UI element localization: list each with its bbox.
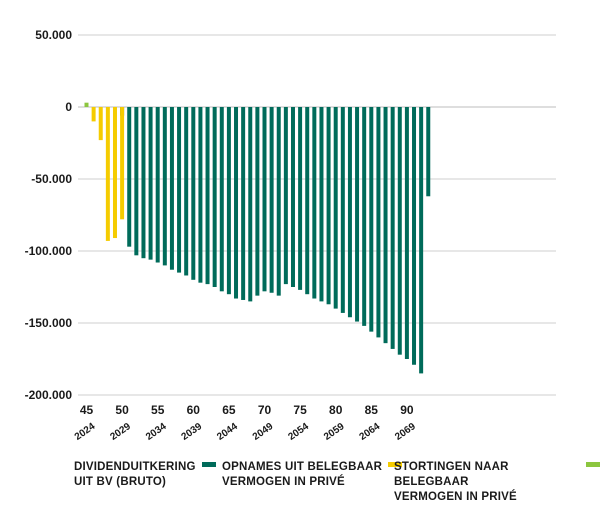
bar-dividend [298,107,303,290]
bar-dividend [376,107,381,338]
bar-dividend [226,107,231,295]
bar-dividend [191,107,196,280]
bar-dividend [155,107,160,263]
bar-dividend [312,107,317,299]
bar-dividend [326,107,331,305]
y-axis: 50.000 0 -50.000 -100.000 -150.000 -200.000 [25,28,73,402]
bar-dividend [340,107,345,313]
bar-dividend [262,107,267,292]
year-label: 2069 [393,421,418,443]
x-axis: 45 50 55 60 65 70 75 80 85 90 2024 2029 2034 2039 2044… [73,403,418,443]
bar-dividend [248,107,253,302]
legend-label-dividend: DIVIDENDUITKERING UIT BV (BRUTO) [74,461,196,488]
bar-dividend [397,107,402,355]
bar-dividend [255,107,260,296]
year-label: 2039 [180,421,205,443]
y-tick-label: -200.000 [25,388,73,402]
x-tick-label: 50 [115,403,129,417]
bar-opnames [98,107,103,141]
bar-dividend [404,107,409,359]
legend-swatch-dividend [201,462,216,467]
bar-opnames [91,107,96,122]
bar-dividend [412,107,417,365]
x-tick-label: 65 [222,403,236,417]
bar-dividend [369,107,374,332]
x-tick-label: 90 [400,403,414,417]
bar-dividend [219,107,224,292]
bar-dividend [276,107,281,296]
bar-dividend [177,107,182,273]
year-label: 2049 [251,421,276,443]
year-label: 2044 [215,421,240,443]
year-label: 2024 [73,421,98,443]
x-tick-label: 75 [293,403,307,417]
bar-opnames [120,107,125,220]
year-label: 2029 [108,421,133,443]
x-tick-label: 80 [329,403,343,417]
bar-dividend [305,107,310,295]
year-label: 2059 [322,421,347,443]
bar-dividend [198,107,203,283]
bar-dividend [212,107,217,287]
bar-opnames [105,107,110,241]
year-label: 2064 [358,421,383,443]
bar-dividend [205,107,210,285]
x-tick-label: 55 [151,403,165,417]
legend-item-opnames: OPNAMES UIT BELEGBAAR VERMOGEN IN PRIVÉ [222,460,403,490]
y-tick-label: 50.000 [35,28,72,42]
y-tick-label: -150.000 [25,316,73,330]
bar-dividend [333,107,338,309]
bar-dividend [162,107,167,266]
x-tick-label: 85 [365,403,379,417]
bar-dividend [347,107,352,318]
bar-stortingen [84,102,89,107]
legend-label-stortingen: STORTINGEN NAAR BELEGBAAR VERMOGEN IN PR… [394,461,517,503]
y-tick-label: -50.000 [31,172,72,186]
x-tick-label: 60 [187,403,201,417]
bar-dividend [234,107,239,299]
bar-dividend [319,107,324,302]
bar-dividend [426,107,431,197]
bar-dividend [127,107,132,247]
bar-dividend [355,107,360,322]
bar-dividend [134,107,139,256]
legend-item-stortingen: STORTINGEN NAAR BELEGBAAR VERMOGEN IN PR… [394,460,600,505]
y-tick-label: 0 [65,100,72,114]
bar-dividend [283,107,288,285]
bar-dividend [241,107,246,300]
year-label: 2054 [286,421,311,443]
bar-dividend [390,107,395,349]
legend-swatch-opnames [388,462,403,467]
x-tick-label: 70 [258,403,272,417]
bar-opnames [112,107,117,239]
x-tick-label: 45 [80,403,94,417]
bar-dividend [362,107,367,326]
bar-dividend [290,107,295,287]
bar-dividend [383,107,388,344]
year-label: 2034 [144,421,169,443]
legend-swatch-stortingen [586,462,600,467]
bars [84,102,431,374]
bar-dividend [169,107,174,270]
y-tick-label: -100.000 [25,244,73,258]
bar-dividend [141,107,146,259]
legend-item-dividend: DIVIDENDUITKERING UIT BV (BRUTO) [74,460,216,490]
bar-dividend [184,107,189,276]
legend-label-opnames: OPNAMES UIT BELEGBAAR VERMOGEN IN PRIVÉ [222,461,383,488]
bar-dividend [269,107,274,293]
bar-dividend [419,107,424,374]
bar-dividend [148,107,153,260]
